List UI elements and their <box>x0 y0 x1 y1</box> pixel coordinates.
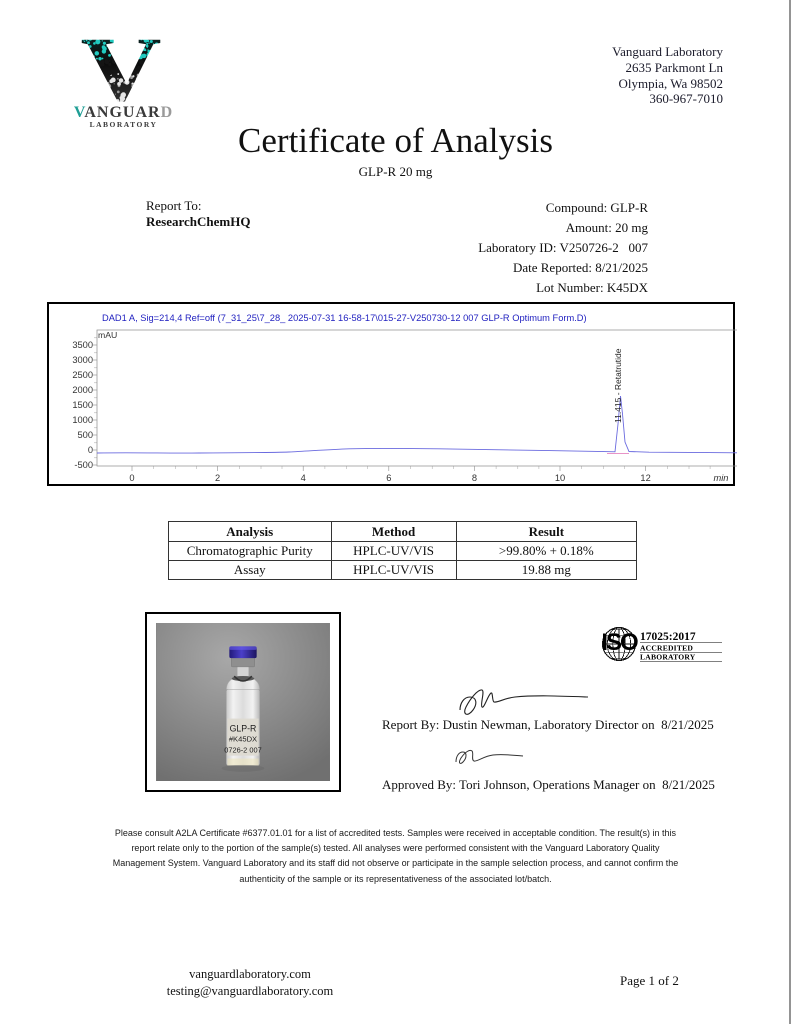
svg-text:11.415 - Retatrutide: 11.415 - Retatrutide <box>613 348 623 423</box>
svg-text:0726-2 007: 0726-2 007 <box>224 746 261 755</box>
svg-text:8: 8 <box>472 473 477 483</box>
svg-text:4: 4 <box>301 473 306 483</box>
svg-text:2500: 2500 <box>72 370 93 380</box>
svg-text:3500: 3500 <box>72 340 93 350</box>
svg-text:500: 500 <box>77 430 93 440</box>
svg-text:0: 0 <box>129 473 134 483</box>
svg-text:12: 12 <box>640 473 650 483</box>
svg-text:ISO: ISO <box>601 629 638 656</box>
svg-text:17025:2017: 17025:2017 <box>640 631 696 643</box>
svg-text:ACCREDITED: ACCREDITED <box>640 644 693 653</box>
svg-text:GLP-R: GLP-R <box>230 723 257 733</box>
svg-text:6: 6 <box>386 473 391 483</box>
svg-text:LABORATORY: LABORATORY <box>640 653 696 662</box>
svg-text:2: 2 <box>215 473 220 483</box>
svg-text:-500: -500 <box>74 460 93 470</box>
svg-text:min: min <box>714 473 729 483</box>
svg-text:3000: 3000 <box>72 355 93 365</box>
svg-text:2000: 2000 <box>72 385 93 395</box>
svg-text:DAD1 A, Sig=214,4 Ref=off (7_3: DAD1 A, Sig=214,4 Ref=off (7_31_25\7_28_… <box>102 313 587 323</box>
svg-text:10: 10 <box>555 473 565 483</box>
svg-text:#K45DX: #K45DX <box>229 735 257 744</box>
svg-text:1500: 1500 <box>72 400 93 410</box>
svg-text:1000: 1000 <box>72 415 93 425</box>
svg-text:mAU: mAU <box>98 330 117 340</box>
